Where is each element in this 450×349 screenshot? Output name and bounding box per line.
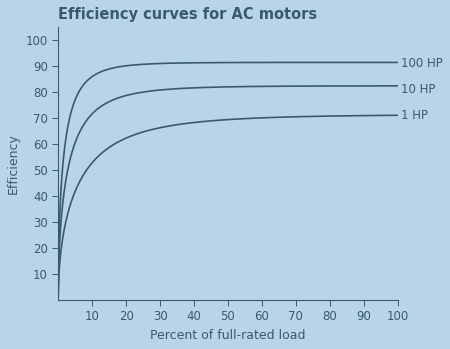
Text: 10 HP: 10 HP: [401, 83, 436, 96]
Text: 1 HP: 1 HP: [401, 109, 428, 122]
Text: 100 HP: 100 HP: [401, 57, 443, 70]
Text: Efficiency curves for AC motors: Efficiency curves for AC motors: [58, 7, 317, 22]
Y-axis label: Efficiency: Efficiency: [7, 133, 20, 194]
X-axis label: Percent of full-rated load: Percent of full-rated load: [150, 329, 306, 342]
